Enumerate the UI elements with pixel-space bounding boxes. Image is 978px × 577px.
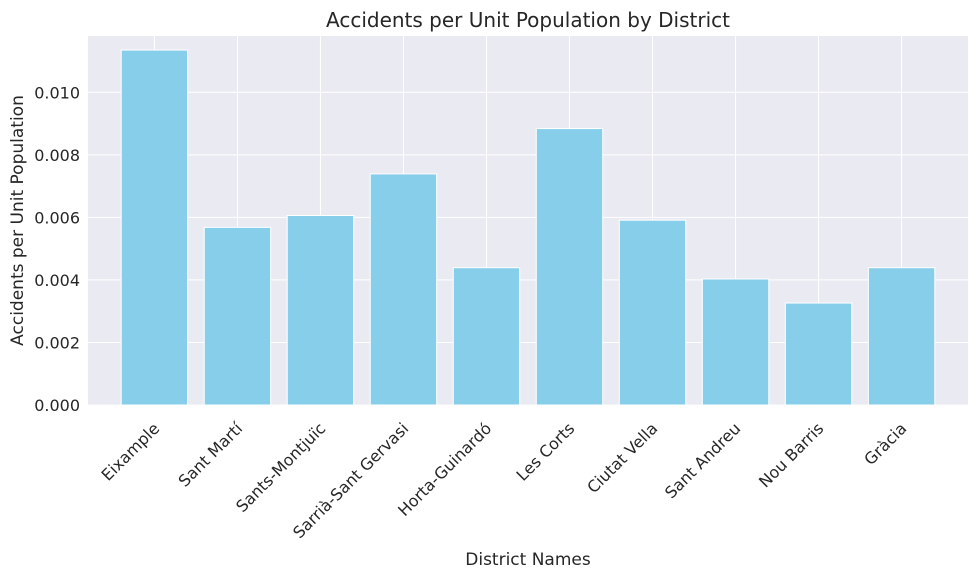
- y-axis-ticks: 0.000 0.002 0.004 0.006 0.008 0.010: [34, 83, 80, 415]
- y-tick-label: 0.008: [34, 146, 80, 165]
- chart-title: Accidents per Unit Population by Distric…: [326, 8, 730, 32]
- bar-ciutat-vella: [618, 219, 687, 406]
- bar-nou-barris: [784, 302, 853, 406]
- bar-sarri-sant-gervasi: [369, 173, 438, 406]
- y-tick-label: 0.006: [34, 208, 80, 227]
- x-tick-label: Eixample: [98, 419, 164, 485]
- bar-horta-guinard-: [452, 267, 521, 406]
- x-tick-label: Nou Barris: [755, 419, 827, 491]
- bar-gr-cia: [867, 267, 936, 406]
- x-tick-label: Ciutat Vella: [583, 419, 661, 497]
- bar-sants-montju-c: [286, 214, 355, 406]
- x-tick-label: Gràcia: [860, 419, 910, 469]
- bar-sant-andreu: [701, 278, 770, 406]
- x-tick-label: Sant Martí: [175, 418, 247, 490]
- x-axis-ticks: Eixample Sant MartíSants-MontjuïcSarrià-S…: [98, 418, 911, 542]
- x-tick-label: Les Corts: [513, 419, 579, 485]
- x-tick-label: Sants-Montjuïc: [232, 419, 329, 516]
- bars-group: [120, 49, 936, 406]
- bar-les-corts: [535, 128, 604, 406]
- y-axis-title: Accidents per Unit Population: [8, 95, 28, 346]
- bar-sant-mart-: [203, 226, 272, 406]
- y-tick-label: 0.000: [34, 396, 80, 415]
- y-tick-label: 0.004: [34, 271, 80, 290]
- bar-eixample: [120, 49, 189, 406]
- x-axis-title: District Names: [465, 550, 591, 570]
- y-tick-label: 0.010: [34, 83, 80, 102]
- x-tick-label: Sant Andreu: [661, 419, 744, 502]
- y-tick-label: 0.002: [34, 333, 80, 352]
